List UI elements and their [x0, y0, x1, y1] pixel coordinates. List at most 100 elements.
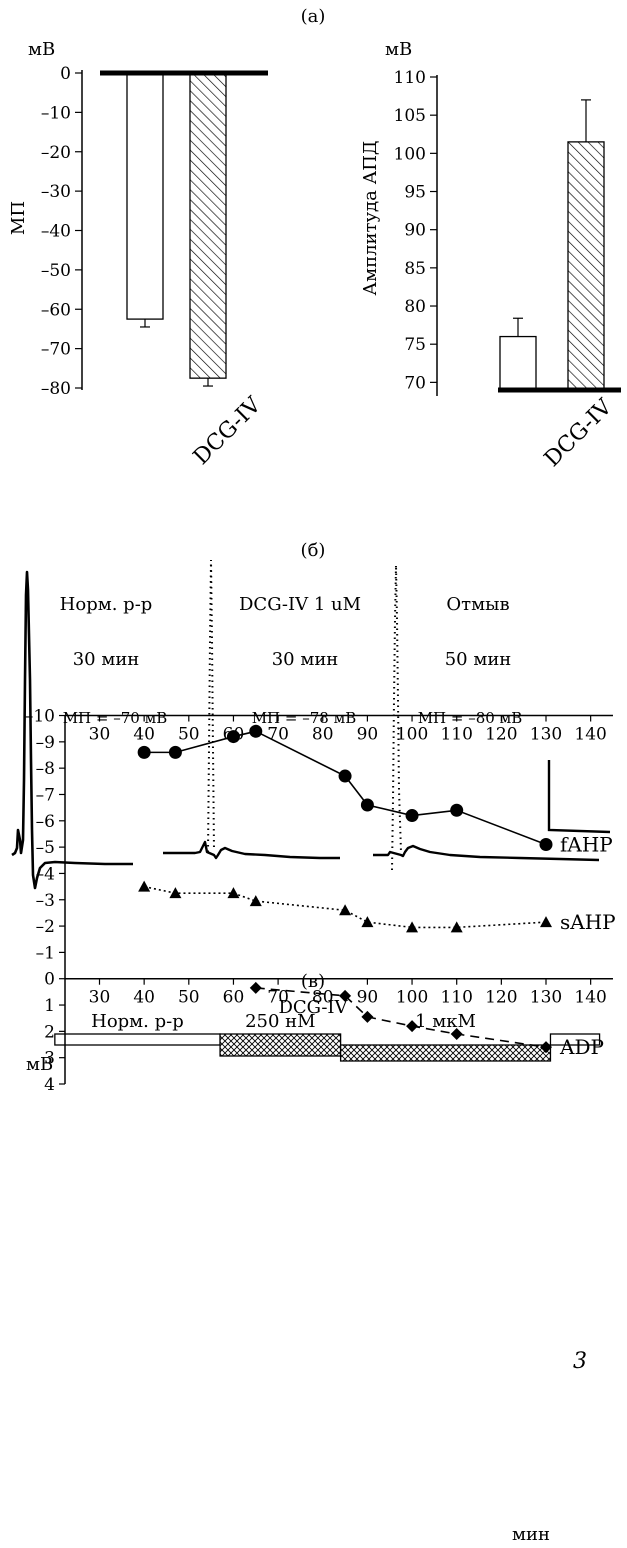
chart-c-xtick-label: 70: [267, 988, 289, 1008]
series-fahp-label: fAHP: [560, 832, 613, 856]
trace-3-title: Отмыв: [446, 594, 509, 615]
chart-c-xtick-label: 110: [440, 725, 472, 745]
series-adp-point: [249, 981, 262, 994]
chart-a-left-bar-0: [126, 72, 164, 320]
series-sahp-point: [249, 895, 262, 907]
chart-c-xtick-label: 80: [312, 725, 334, 745]
series-sahp-point: [540, 916, 552, 928]
series-adp-point: [361, 1010, 374, 1023]
chart-c-xtick-label: 120: [485, 725, 517, 745]
chart-c-ytick-label: –7: [36, 785, 55, 805]
chart-a-right-ytick-label: 70: [404, 373, 426, 393]
chart-c-ytick-label: –10: [25, 707, 55, 727]
chart-c-ytick-label: –3: [36, 891, 55, 911]
panel-b-label: (б): [301, 540, 326, 561]
trace-2-title: DCG-IV 1 uM: [239, 594, 361, 615]
trace-1-waveform: [11, 570, 133, 890]
series-adp-label: ADP: [559, 1035, 604, 1059]
trace-3-time: 50 мин: [445, 649, 512, 670]
series-fahp-point: [539, 837, 553, 851]
chart-c-ytick-label: –5: [36, 838, 55, 858]
chart-c-xtick-label: 70: [267, 725, 289, 745]
panel-c-label: (в): [301, 971, 325, 992]
series-fahp-point: [137, 745, 151, 759]
chart-c-yunit: мВ: [26, 1054, 53, 1075]
trace-1-time: 30 мин: [73, 649, 140, 670]
chart-a-left-ytick-label: –10: [41, 103, 71, 123]
condition-250nm-bar: [219, 1033, 342, 1057]
trace-1-title: Норм. р-р: [60, 594, 153, 615]
chart-c: мВ 4 3 2 1 0 –1 –2 –3 –4 –5 –6 –7 –8 –9 –10 30 40 50 60 70…: [25, 707, 616, 1545]
chart-c-ytick-label: 3: [44, 1049, 55, 1069]
chart-c-xtick-label: 80: [312, 988, 334, 1008]
series-sahp-line: [143, 885, 547, 929]
chart-c-xtick-label: 40: [133, 725, 155, 745]
series-sahp-point: [138, 880, 151, 892]
voltage-traces: [11, 559, 611, 890]
chart-a-right-bar-0: [499, 335, 537, 391]
chart-a-left-ytick-label: 0: [60, 64, 71, 84]
chart-a-left-ytick-label: –30: [41, 182, 71, 202]
series-adp-point: [339, 989, 352, 1002]
chart-c-series: ADP sAHP fAHP: [137, 724, 616, 1059]
chart-c-ytick-label: –6: [36, 812, 55, 832]
chart-a-left-yticks: 0 –10 –20 –30 –40 –50 –60 –70 –80: [41, 64, 83, 399]
chart-c-xtick-label: 60: [223, 988, 245, 1008]
chart-c-xtick-label: 90: [357, 725, 379, 745]
condition-1um-label: 1 мкМ: [415, 1011, 476, 1032]
series-sahp-point: [450, 921, 463, 933]
chart-a-right-ytick-label: 95: [404, 183, 426, 203]
chart-a-left-bars: [100, 70, 268, 387]
chart-c-ytick-label: –8: [36, 759, 55, 779]
chart-c-ytick-label: 4: [44, 1075, 55, 1095]
chart-a-left-bar-1: [189, 72, 227, 379]
series-fahp-point: [226, 730, 240, 744]
chart-c-xtick-label: 140: [574, 988, 606, 1008]
chart-a-right-yticks: 70 75 80 85 90 95 100 105 110: [394, 68, 438, 396]
trace-3-waveform: [391, 564, 402, 871]
series-sahp-label: sAHP: [560, 910, 616, 934]
series-adp-point: [406, 1020, 419, 1033]
scale-bar: [547, 760, 611, 834]
chart-a-right-ytick-label: 100: [394, 144, 426, 164]
chart-a-left-ytick-label: –40: [41, 222, 71, 242]
chart-a-right-ytick-label: 80: [404, 297, 426, 317]
chart-c-xtick-label: 130: [530, 725, 562, 745]
chart-c-xtick-label: 50: [178, 988, 200, 1008]
condition-250nm-label: 250 нМ: [245, 1011, 316, 1032]
chart-a-left-ytick-label: –70: [41, 340, 71, 360]
chart-c-xtick-label: 40: [133, 988, 155, 1008]
chart-c-xtick-label: 30: [89, 988, 111, 1008]
chart-c-xtick-label: 90: [357, 988, 379, 1008]
series-adp-point: [540, 1041, 552, 1054]
chart-a-left-categories: DCG-IV: [189, 392, 267, 470]
chart-a-right-categories: DCG-IV: [540, 394, 618, 472]
chart-a-right-ytick-label: 85: [404, 259, 426, 279]
chart-c-xtick-label: 100: [396, 725, 428, 745]
chart-c-xtick-label: 120: [485, 988, 517, 1008]
chart-c-xtick-label: 50: [178, 725, 200, 745]
chart-c-ytick-label: 1: [44, 996, 55, 1016]
trace-2-baseline: [163, 840, 340, 860]
chart-c-ytick-label: –1: [36, 943, 55, 963]
chart-a-left-ylabel: МП: [8, 201, 29, 235]
chart-c-xtick-label: 100: [396, 988, 428, 1008]
series-sahp-point: [339, 904, 352, 916]
chart-c-ytick-label: –4: [36, 864, 55, 884]
series-fahp-point: [249, 724, 263, 738]
chart-c-ytick-label: 0: [44, 970, 55, 990]
chart-a-right-bar-1: [567, 141, 605, 391]
chart-c-xtick-label: 140: [574, 725, 606, 745]
series-adp-line: [255, 987, 547, 1048]
condition-bar: Норм. р-р 250 нМ 1 мкМ: [54, 1011, 601, 1062]
chart-c-ytick-label: –2: [36, 917, 55, 937]
series-fahp-point: [360, 798, 374, 812]
trace-labels: Норм. р-р 30 мин МП = –70 мВ DCG-IV 1 uM…: [60, 594, 523, 727]
chart-a-right-ytick-label: 75: [404, 335, 426, 355]
chart-c-xtick-label: 130: [530, 988, 562, 1008]
trace-2-time: 30 мин: [272, 649, 339, 670]
chart-a-left-ytick-label: –20: [41, 143, 71, 163]
series-sahp-point: [227, 887, 240, 899]
series-sahp-point: [406, 921, 419, 933]
